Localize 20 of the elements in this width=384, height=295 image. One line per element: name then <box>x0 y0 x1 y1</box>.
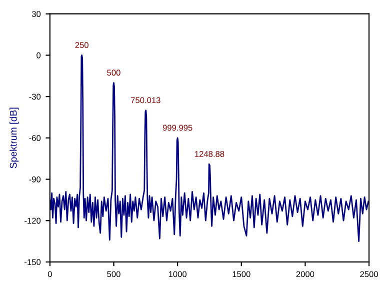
y-tick-label: -60 <box>29 135 41 142</box>
y-tick-label: -90 <box>29 176 41 182</box>
annotation: 250 <box>75 42 88 48</box>
x-tick-label: 2000 <box>296 271 314 278</box>
y-tick-label: -150 <box>24 259 41 266</box>
y-tick-label: -30 <box>29 94 41 100</box>
x-tick-label: 1500 <box>232 271 250 278</box>
annotation: 1248.88 <box>195 150 224 157</box>
y-tick-label: -120 <box>24 218 41 224</box>
y-tick-label: 30 <box>32 11 41 17</box>
x-tick-label: 500 <box>107 271 120 278</box>
y-tick-label: 0 <box>36 52 41 58</box>
x-tick-label: 1000 <box>168 271 187 278</box>
line-series <box>50 54 370 242</box>
y-axis-title: Spektrum [dB] <box>10 108 19 168</box>
annotation: 500 <box>107 70 120 76</box>
x-tick-label: 0 <box>48 271 52 278</box>
annotation: 750.013 <box>131 97 160 104</box>
annotation: 999.995 <box>162 124 192 131</box>
x-tick-label: 2500 <box>360 271 378 278</box>
